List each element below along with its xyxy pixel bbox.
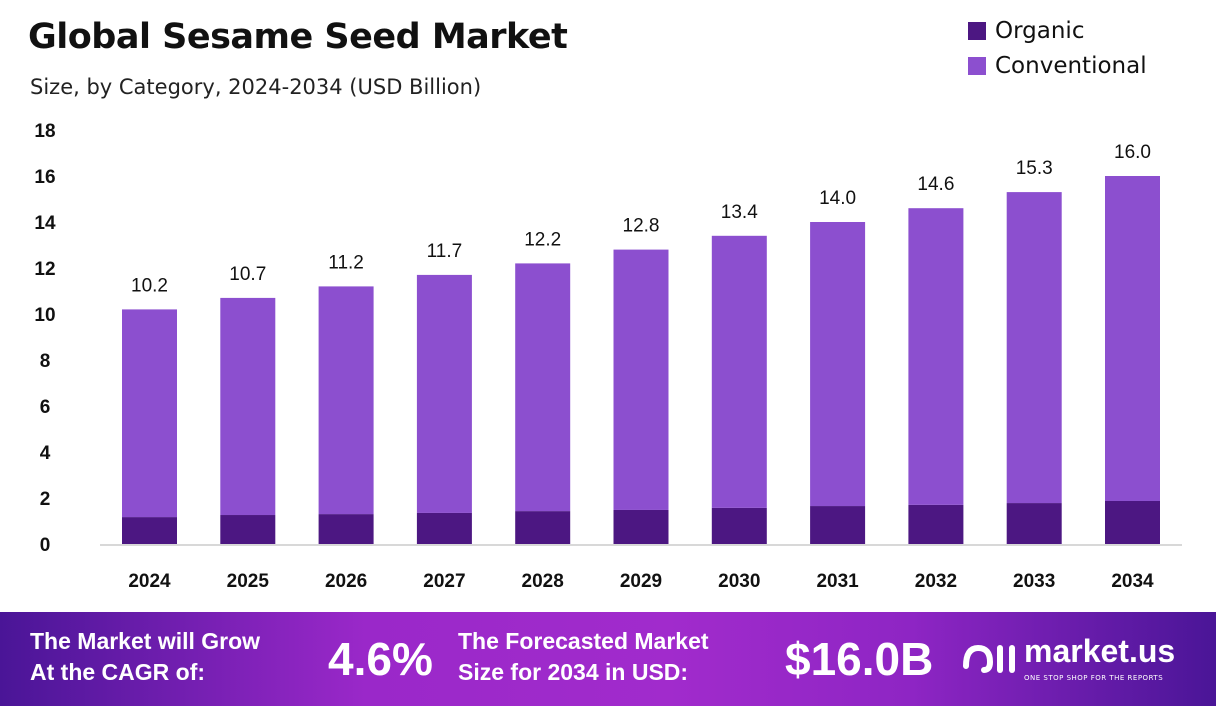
bar-organic-2034 [1105,500,1160,544]
data-label-total: 14.0 [819,188,856,209]
x-tick-label: 2026 [325,571,367,592]
data-label-total: 11.7 [427,241,463,262]
bar-organic-2032 [908,504,964,544]
bar-organic-2029 [613,509,669,544]
legend-item-conventional: Conventional [968,52,1147,80]
legend-label: Organic [995,18,1085,44]
logo-tagline: ONE STOP SHOP FOR THE REPORTS [1024,674,1164,682]
x-tick-label: 2034 [1111,571,1154,592]
data-label-total: 10.2 [131,275,168,296]
bar-conventional-2025 [220,297,276,516]
bar-conventional-2034 [1105,176,1160,501]
x-tick-label: 2030 [718,571,760,592]
forecast-value: $16.0B [785,633,934,685]
data-label-total: 15.3 [1016,158,1053,179]
bar-conventional-2032 [908,208,964,505]
bar-conventional-2031 [810,222,866,507]
logo-name: market.us [1024,633,1176,669]
market-us-logo: market.us ONE STOP SHOP FOR THE REPORTS [962,632,1175,683]
x-tick-label: 2025 [227,571,270,592]
chart-subtitle: Size, by Category, 2024-2034 (USD Billio… [30,75,482,99]
footer-banner: The Market will Grow At the CAGR of: 4.6… [0,612,1216,706]
bar-organic-2031 [810,506,866,544]
x-tick-label: 2033 [1013,571,1055,592]
legend-item-organic: Organic [968,17,1084,45]
data-label-total: 14.6 [917,174,954,195]
legend-swatch-organic [968,22,986,40]
bar-organic-2033 [1006,503,1062,544]
y-tick-label: 8 [40,351,51,372]
bar-organic-2027 [416,512,472,544]
logo-icon [963,644,1015,673]
forecast-label: The Forecasted Market Size for 2034 in U… [458,626,709,688]
bar-conventional-2024 [122,309,177,518]
legend-swatch-conventional [968,57,986,75]
y-tick-label: 6 [40,397,51,418]
cagr-value: 4.6% [328,633,433,685]
y-tick-label: 12 [34,259,55,280]
data-label-total: 13.4 [721,202,758,223]
bar-conventional-2033 [1006,192,1062,504]
y-tick-label: 2 [40,489,51,510]
legend-label: Conventional [995,53,1147,79]
x-tick-label: 2028 [522,571,564,592]
bar-conventional-2028 [515,263,571,512]
x-tick-label: 2027 [423,571,465,592]
y-tick-label: 16 [34,167,55,188]
bar-organic-2028 [515,511,571,544]
cagr-label-line2: At the CAGR of: [30,659,206,685]
stacked-bar-chart: 0 2 4 6 8 10 12 14 16 18 10.2 2024 10.7 2025 11.2 2026 1… [34,121,1182,592]
chart-title: Global Sesame Seed Market [28,17,568,57]
data-label-total: 10.7 [229,264,266,285]
forecast-label-line2: Size for 2034 in USD: [458,659,689,685]
data-label-total: 12.8 [623,216,660,237]
bar-organic-2025 [220,515,276,544]
x-tick-label: 2024 [128,571,171,592]
x-tick-label: 2029 [620,571,662,592]
x-tick-label: 2031 [816,571,859,592]
x-tick-label: 2032 [915,571,957,592]
cagr-label: The Market will Grow At the CAGR of: [30,626,260,688]
forecast-label-line1: The Forecasted Market [458,628,709,654]
data-label-total: 12.2 [524,229,561,250]
bar-conventional-2026 [318,286,374,515]
bar-conventional-2027 [416,274,472,513]
y-tick-label: 18 [34,121,55,142]
y-tick-label: 10 [34,305,55,326]
logo-text: market.us ONE STOP SHOP FOR THE REPORTS [1024,632,1175,683]
data-label-total: 16.0 [1114,142,1151,163]
y-tick-label: 0 [40,535,51,556]
cagr-label-line1: The Market will Grow [30,628,261,654]
bar-organic-2026 [318,514,374,544]
y-tick-label: 14 [34,213,56,234]
bar-conventional-2030 [711,235,767,508]
bar-organic-2024 [122,517,177,544]
bar-organic-2030 [711,507,767,544]
data-label-total: 11.2 [328,252,364,273]
bar-conventional-2029 [613,249,669,510]
y-tick-label: 4 [40,443,51,464]
